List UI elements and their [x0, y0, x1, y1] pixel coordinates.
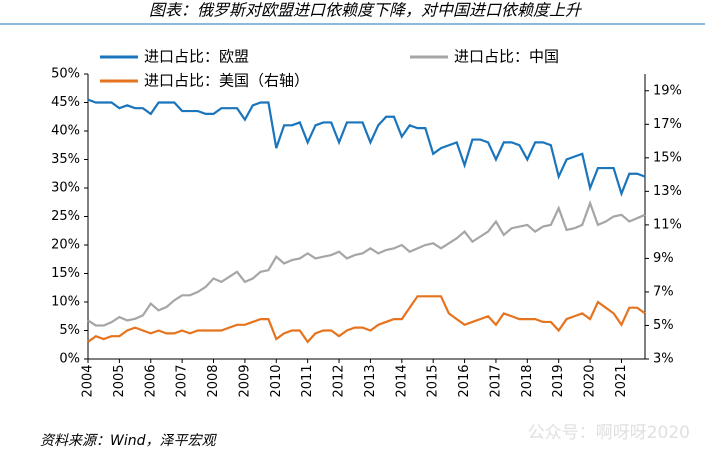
x-tick-label: 2021 — [614, 364, 629, 397]
series-line — [87, 295, 646, 344]
y-tick-label: 0% — [59, 352, 80, 367]
x-tick-label: 2017 — [488, 364, 503, 397]
y-tick-label: 15% — [51, 266, 80, 281]
x-tick-label: 2019 — [551, 364, 566, 397]
x-tick-label: 2010 — [269, 364, 284, 397]
x-tick-label: 2020 — [583, 364, 598, 397]
y-tick-label: 10% — [51, 295, 80, 310]
y-tick-label: 5% — [59, 323, 80, 338]
x-tick-label: 2012 — [332, 364, 347, 397]
y2-tick-label: 7% — [653, 284, 674, 299]
y-tick-label: 20% — [51, 238, 80, 253]
x-tick-label: 2018 — [520, 364, 535, 397]
x-tick-label: 2008 — [206, 364, 221, 397]
y-tick-label: 30% — [51, 181, 80, 196]
y2-tick-label: 15% — [653, 150, 682, 165]
x-tick-label: 2009 — [237, 364, 252, 397]
chart-title: 图表：俄罗斯对欧盟进口依赖度下降，对中国进口依赖度上升 — [149, 1, 582, 20]
legend-label: 进口占比：美国（右轴） — [144, 72, 309, 90]
x-tick-label: 2006 — [143, 364, 158, 397]
x-tick-label: 2015 — [426, 364, 441, 397]
x-tick-label: 2014 — [394, 364, 409, 397]
y2-tick-label: 3% — [653, 352, 674, 367]
series-line — [87, 98, 646, 198]
y2-tick-label: 5% — [653, 318, 674, 333]
x-tick-label: 2005 — [112, 364, 127, 397]
y-tick-label: 25% — [51, 209, 80, 224]
source-note: 资料来源：Wind，泽平宏观 — [40, 433, 217, 449]
y2-tick-label: 9% — [653, 251, 674, 266]
legend-label: 进口占比：中国 — [454, 48, 559, 66]
watermark: 公众号：啊呀呀2020 — [528, 423, 690, 443]
y2-tick-label: 19% — [653, 83, 682, 98]
series-line — [87, 199, 646, 327]
y-tick-label: 40% — [51, 124, 80, 139]
x-tick-label: 2011 — [300, 364, 315, 397]
y-tick-label: 35% — [51, 152, 80, 167]
x-tick-label: 2016 — [457, 364, 472, 397]
x-tick-label: 2007 — [175, 364, 190, 397]
y-tick-label: 50% — [51, 67, 80, 82]
y2-tick-label: 17% — [653, 117, 682, 132]
x-tick-label: 2004 — [81, 364, 96, 397]
x-tick-label: 2013 — [363, 364, 378, 397]
y2-tick-label: 11% — [653, 217, 682, 232]
y-tick-label: 45% — [51, 95, 80, 110]
y2-tick-label: 13% — [653, 184, 682, 199]
legend-label: 进口占比：欧盟 — [144, 48, 249, 66]
